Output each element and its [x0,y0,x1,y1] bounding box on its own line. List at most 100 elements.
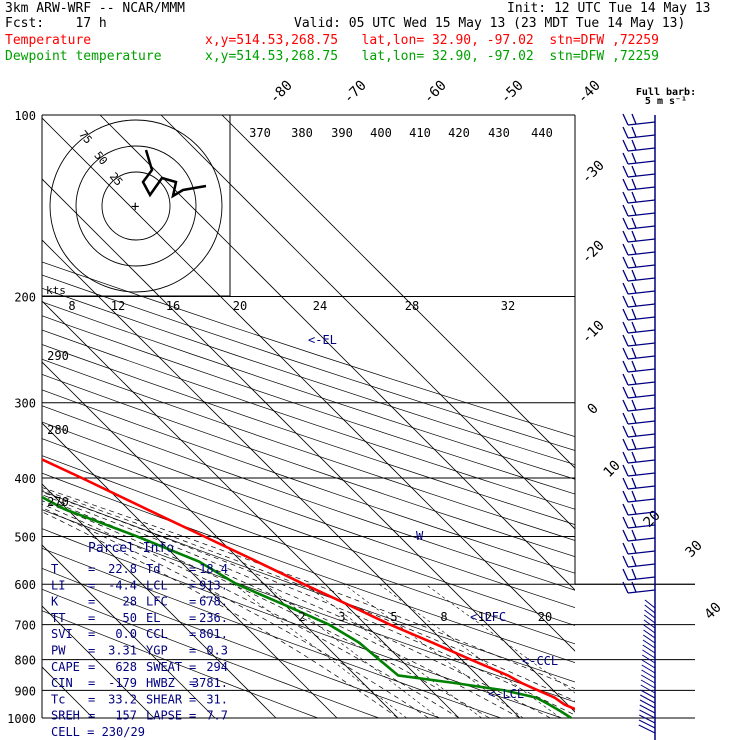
wind-barb [622,308,656,321]
wind-barb-flag [622,399,629,412]
dry-adiabat-line [42,528,562,719]
model-title: 3km ARW-WRF -- NCAR/MMM [5,1,186,16]
wind-barb-flag [622,542,629,555]
wind-barb-flag [622,516,629,529]
parcel-value: 236. [199,611,228,625]
wind-barb [622,295,656,308]
wind-barb-flag [631,477,637,489]
wind-barb-flag [631,321,637,333]
dewpoint-trace [42,495,572,720]
temperature-legend-label: Temperature [5,33,92,48]
wind-barb [622,217,656,230]
hodograph-ring [101,171,171,241]
wind-barb-flag [622,191,629,204]
wind-barb-lower [640,679,656,689]
wind-barb-flag [631,230,637,242]
wind-barb-flag [631,217,637,229]
wind-barb-shaft [627,511,656,516]
pressure-tick-label: 900 [14,684,36,698]
mixing-ratio-label: 12 [111,299,125,313]
wind-barb-flag [631,386,637,398]
wind-barb [622,386,656,399]
wind-barb-flag [622,126,629,139]
wind-barb-flag [631,399,637,411]
wind-barb-shaft [627,498,656,503]
wind-barb-flag [631,360,637,372]
dry-adiabat-line [42,301,575,480]
wind-barb [622,256,656,269]
theta-label: 370 [249,126,271,140]
mixing-ratio-label: 20 [538,610,552,624]
pressure-tick-label: 700 [14,619,36,633]
wind-barb-flag [631,269,637,281]
wind-barb [622,425,656,438]
isotherm-label: -40 [575,78,604,107]
parcel-key: CCL [146,627,168,641]
wind-barb-flag [631,334,637,346]
wind-barb-flag [622,178,629,191]
mixing-ratio-label: 32 [501,299,515,313]
parcel-equals: = [88,709,95,723]
pressure-tick-label: 200 [14,291,36,305]
wind-barb-flag [631,516,637,528]
wind-barb-lower [644,599,656,609]
wind-barb-flag [631,139,637,151]
wind-barb-shaft [627,420,656,425]
parcel-value: 33.2 [108,692,137,706]
mixing-ratio-label: 12 [478,610,492,624]
parcel-key: TT [51,611,65,625]
parcel-key: CIN [51,676,73,690]
isotherm-label: 0 [585,401,602,418]
wind-barb [622,334,656,347]
wind-barb-flag [631,256,637,268]
dewpoint-legend-label: Dewpoint temperature [5,49,162,64]
wind-barb-flag [622,360,629,373]
wind-barb-shaft [627,134,656,139]
parcel-value: 157 [115,709,137,723]
parcel-key: LI [51,578,65,592]
wind-barb-lower [643,614,656,624]
wind-barb-lower [644,604,656,614]
wind-barb-flag [622,555,629,568]
parcel-key: Tc [51,692,65,706]
parcel-key: PW [51,644,66,658]
theta-label: 410 [409,126,431,140]
wind-barb-shaft [627,446,656,451]
moist-adiabat-line [42,503,460,719]
wind-barb-lower [642,649,656,659]
wind-barb-lower [643,629,656,639]
parcel-equals: = [189,611,196,625]
wind-barb-lower [642,639,656,649]
parcel-value: 3781. [192,676,228,690]
mixing-ratio-label: 24 [313,299,327,313]
mixing-ratio-line [425,583,575,694]
moist-adiabat-line [42,489,575,702]
wind-barb-lower [643,619,656,629]
parcel-equals: = [88,676,95,690]
wind-barb-shaft [627,485,656,490]
wind-barb-shaft [627,264,656,269]
mixing-ratio-line [233,583,407,719]
wind-barb-shaft [627,563,656,568]
wind-barb-lower [643,624,656,634]
wind-barb-flag [631,581,637,593]
wind-barb-flag [631,503,637,515]
parcel-value: 28 [123,595,137,609]
wind-barb-lower [640,684,656,694]
isotherm-label: -70 [341,78,370,107]
parcel-key: T [51,562,58,576]
wind-barb [622,347,656,360]
hodograph-trace [141,149,207,199]
dry-adiabat-line [42,329,575,510]
wind-barb [622,516,656,529]
wind-barb [622,542,656,555]
dry-adiabat-line [42,421,575,609]
barb-legend-units: 5 m s⁻¹ [645,96,687,107]
isotherm-line [42,178,575,713]
wind-barb [622,139,656,152]
parcel-value: 31. [206,692,228,706]
wind-barb [622,464,656,477]
hodograph-ring [49,119,223,293]
dry-adiabat-line [42,405,575,591]
